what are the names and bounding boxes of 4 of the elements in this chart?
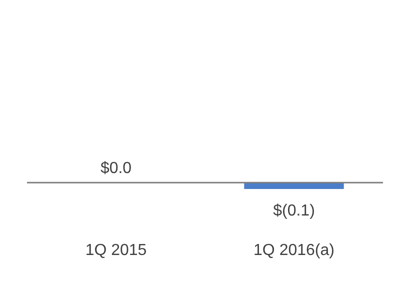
data-label: $(0.1) (273, 202, 315, 220)
data-label: $0.0 (100, 160, 132, 178)
x-tick-label: 1Q 2016(a) (254, 242, 334, 259)
x-tick-label: 1Q 2015 (85, 242, 147, 259)
